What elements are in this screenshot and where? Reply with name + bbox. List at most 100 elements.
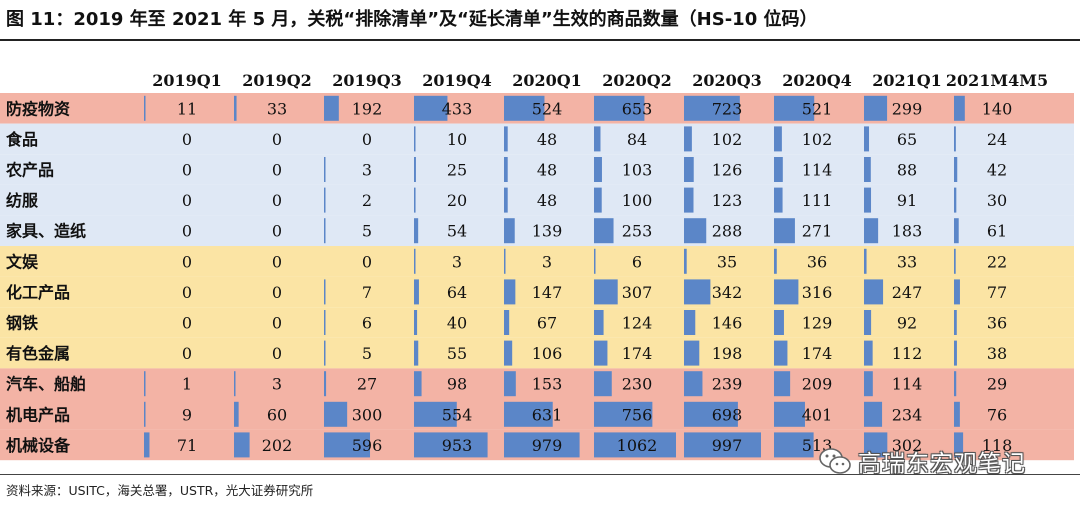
value-label: 88: [897, 161, 917, 180]
value-label: 554: [442, 405, 473, 424]
value-bar: [144, 371, 146, 397]
value-bar: [324, 401, 348, 427]
value-bar: [954, 432, 964, 458]
value-label: 3: [542, 252, 552, 271]
bottom-rule: [0, 474, 1080, 475]
row-label: 有色金属: [6, 344, 70, 363]
value-label: 9: [182, 405, 192, 424]
value-label: 124: [622, 314, 653, 333]
value-label: 596: [352, 436, 383, 455]
value-bar: [954, 157, 958, 182]
top-rule: [0, 39, 1080, 41]
value-label: 0: [362, 252, 372, 271]
row-background: [0, 123, 1074, 155]
value-bar: [324, 157, 326, 182]
value-label: 118: [982, 436, 1013, 455]
value-bar: [864, 371, 873, 397]
value-bar: [594, 401, 653, 427]
value-bar: [684, 401, 738, 427]
value-label: 2: [362, 191, 372, 210]
value-bar: [594, 157, 602, 182]
value-bar: [774, 340, 788, 366]
value-label: 230: [622, 375, 653, 394]
row-background: [0, 337, 1074, 369]
row-label: 防疫物资: [6, 99, 70, 118]
value-bar: [774, 126, 782, 152]
value-bar: [774, 371, 791, 397]
value-label: 0: [272, 222, 282, 241]
value-label: 54: [447, 222, 467, 241]
row-background: [0, 368, 1074, 399]
value-bar: [594, 126, 601, 152]
value-bar: [774, 95, 815, 121]
value-label: 3: [362, 161, 372, 180]
value-label: 67: [537, 314, 557, 333]
value-label: 307: [622, 283, 653, 302]
value-bar: [954, 187, 957, 213]
value-label: 271: [802, 222, 833, 241]
value-bar: [594, 310, 604, 335]
value-bar: [684, 340, 700, 366]
value-bar: [504, 126, 508, 152]
value-bar: [864, 432, 888, 458]
column-header: 2019Q4: [422, 71, 492, 90]
value-label: 209: [802, 375, 833, 394]
value-bar: [414, 95, 448, 121]
column-header: 2019Q1: [152, 71, 222, 90]
value-label: 102: [712, 130, 743, 149]
value-label: 25: [447, 161, 467, 180]
value-label: 76: [987, 405, 1007, 424]
value-label: 247: [892, 283, 923, 302]
value-label: 631: [532, 405, 563, 424]
value-label: 0: [272, 130, 282, 149]
column-header: 2020Q1: [512, 71, 582, 90]
value-label: 5: [362, 344, 372, 363]
value-label: 146: [712, 314, 743, 333]
value-bar: [594, 340, 608, 366]
value-label: 35: [717, 252, 737, 271]
value-bar: [954, 371, 957, 397]
value-bar: [684, 310, 696, 335]
value-label: 192: [352, 99, 383, 118]
value-label: 139: [532, 222, 563, 241]
row-label: 文娱: [6, 252, 39, 271]
value-bar: [684, 218, 707, 244]
value-label: 174: [802, 344, 833, 363]
value-label: 7: [362, 283, 372, 302]
value-bar: [234, 432, 250, 458]
value-label: 0: [272, 252, 282, 271]
column-header: 2020Q3: [692, 71, 762, 90]
value-bar: [414, 126, 416, 152]
value-bar: [594, 95, 645, 121]
value-label: 38: [987, 344, 1007, 363]
value-bar: [414, 157, 416, 182]
value-label: 0: [182, 314, 192, 333]
value-label: 953: [442, 436, 473, 455]
value-label: 0: [182, 283, 192, 302]
value-label: 234: [892, 405, 923, 424]
column-header: 2021M4M5: [946, 71, 1048, 90]
value-bar: [504, 340, 513, 366]
value-label: 55: [447, 344, 467, 363]
value-bar: [144, 95, 146, 121]
row-label: 化工产品: [6, 283, 70, 302]
watermark: 高瑞东宏观笔记: [818, 444, 1026, 478]
wechat-icon: [819, 448, 851, 474]
value-bar: [864, 310, 872, 335]
value-label: 300: [352, 405, 383, 424]
value-label: 114: [892, 375, 923, 394]
data-table-chart: 2019Q1 2019Q2 2019Q3 2019Q4 2020Q1 2020Q2 2020…: [0, 71, 1074, 461]
row-background: [0, 307, 1074, 338]
value-label: 0: [182, 252, 192, 271]
value-label: 1: [182, 375, 192, 394]
value-bar: [504, 157, 508, 182]
value-bar: [414, 187, 416, 213]
value-label: 106: [532, 344, 563, 363]
value-label: 0: [272, 283, 282, 302]
value-label: 112: [892, 344, 923, 363]
value-label: 48: [537, 130, 557, 149]
value-bar: [684, 126, 692, 152]
value-label: 302: [892, 436, 923, 455]
value-bar: [324, 432, 371, 458]
value-label: 521: [802, 99, 833, 118]
